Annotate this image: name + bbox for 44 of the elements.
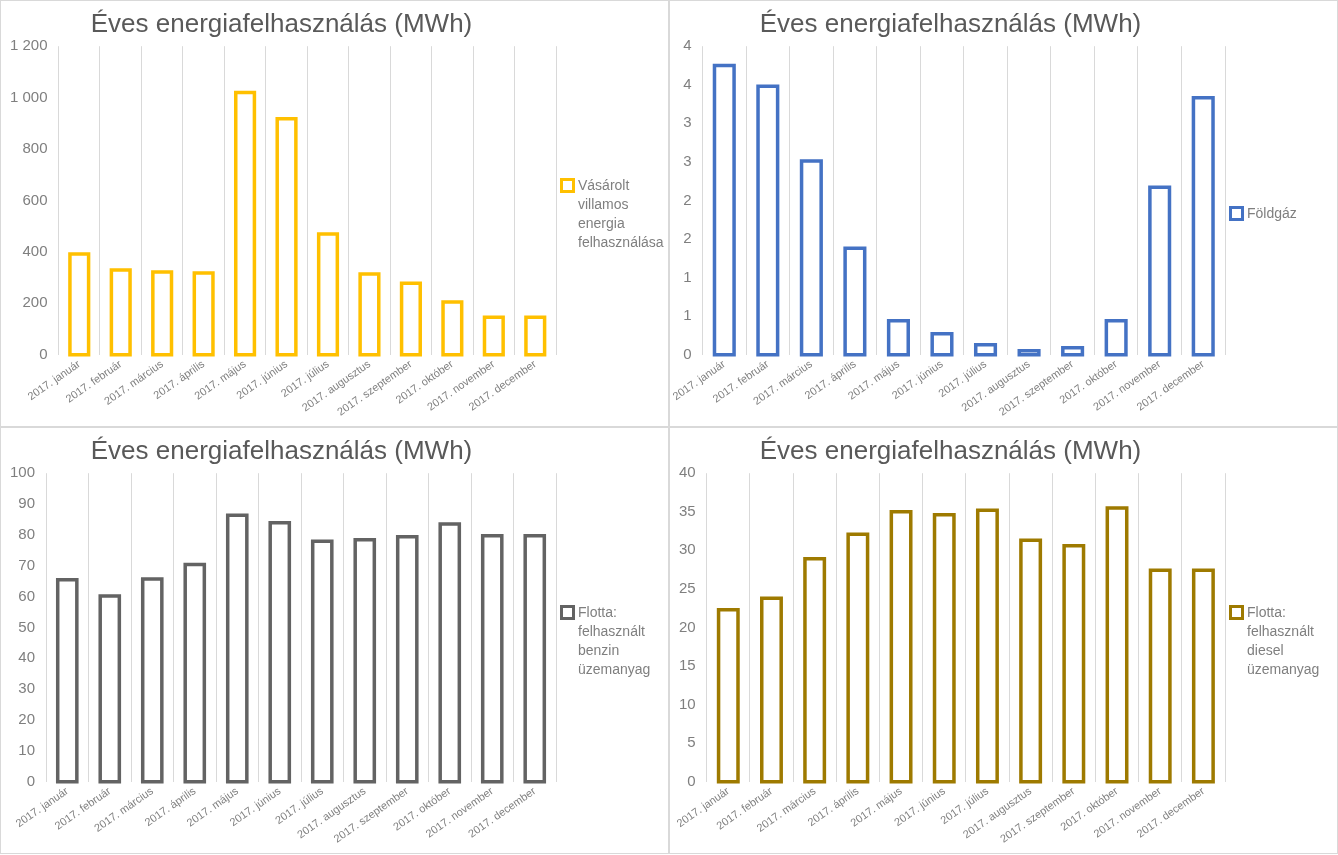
y-tick-label: 40 bbox=[679, 463, 696, 481]
chart-title: Éves energiafelhasználás (MWh) bbox=[90, 7, 473, 38]
y-tick-label: 20 bbox=[679, 617, 696, 635]
y-tick-label: 0 bbox=[687, 771, 696, 789]
legend-label: Vásárolt villamos energia felhasználása bbox=[578, 175, 665, 252]
y-tick-label: 50 bbox=[18, 617, 36, 635]
y-tick-label: 100 bbox=[10, 463, 36, 481]
y-tick-label: 90 bbox=[18, 494, 36, 512]
y-tick-label: 1 bbox=[683, 306, 692, 324]
chart-title: Éves energiafelhasználás (MWh) bbox=[759, 434, 1142, 465]
y-tick-label: 0 bbox=[26, 771, 36, 789]
y-tick-label: 1 bbox=[683, 267, 692, 285]
y-tick-label: 20 bbox=[18, 710, 36, 728]
y-tick-label: 1 200 bbox=[9, 36, 48, 54]
y-tick-label: 600 bbox=[22, 190, 48, 208]
y-tick-label: 400 bbox=[22, 242, 48, 259]
y-tick-label: 3 bbox=[683, 152, 692, 170]
y-tick-label: 0 bbox=[683, 344, 692, 362]
y-tick-label: 35 bbox=[679, 501, 696, 519]
y-tick-label: 1 000 bbox=[9, 87, 48, 105]
y-tick-label: 0 bbox=[39, 344, 48, 362]
chart-title: Éves energiafelhasználás (MWh) bbox=[90, 434, 473, 465]
chart-title: Éves energiafelhasználás (MWh) bbox=[759, 7, 1142, 38]
y-tick-label: 30 bbox=[18, 679, 36, 697]
y-tick-label: 70 bbox=[18, 555, 36, 573]
y-tick-label: 25 bbox=[679, 579, 696, 597]
y-tick-label: 800 bbox=[22, 139, 48, 157]
y-tick-label: 10 bbox=[18, 740, 36, 758]
legend-label: Flotta: felhasznált diesel üzemanyag bbox=[1247, 602, 1321, 679]
y-tick-label: 15 bbox=[679, 656, 696, 674]
y-tick-label: 4 bbox=[683, 36, 692, 54]
y-tick-label: 10 bbox=[679, 694, 696, 712]
y-tick-label: 4 bbox=[683, 74, 692, 92]
y-tick-label: 2 bbox=[683, 190, 692, 208]
y-tick-label: 40 bbox=[18, 648, 36, 666]
y-tick-label: 60 bbox=[18, 586, 36, 604]
y-tick-label: 200 bbox=[22, 293, 48, 311]
y-tick-label: 3 bbox=[683, 113, 692, 131]
y-tick-label: 30 bbox=[679, 540, 696, 558]
y-tick-label: 80 bbox=[18, 525, 36, 543]
y-tick-label: 2 bbox=[683, 229, 692, 247]
legend-label: Földgáz bbox=[1247, 204, 1297, 223]
y-tick-label: 5 bbox=[687, 733, 696, 751]
legend-label: Flotta: felhasznált benzin üzemanyag bbox=[578, 602, 652, 679]
